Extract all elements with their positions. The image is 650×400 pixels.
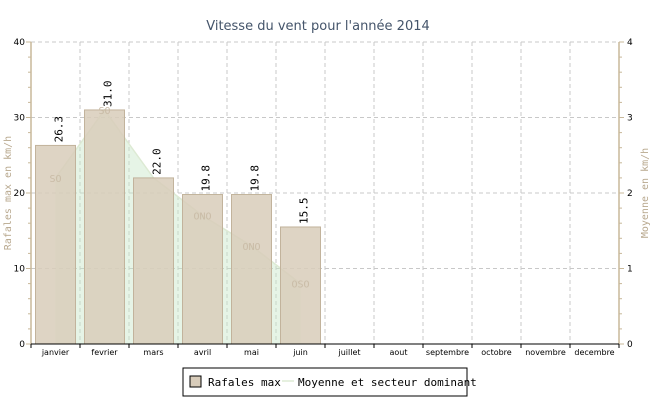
sector-label: SO [98,106,110,117]
sector-label: SO [49,174,61,185]
y-axis-right-label: Moyenne en km/h [640,148,650,238]
y-left-tick-label: 30 [14,114,26,124]
value-labels: 26.3 31.0 22.0 19.8 19.8 15.5 SO SO ONO ONO OSO [49,80,310,290]
x-tick-label: fevrier [91,348,118,357]
y-right-tick-label: 0 [627,340,633,350]
y-right-tick-label: 2 [627,189,633,199]
grid-lines [31,41,619,344]
x-tick-label: avril [194,348,211,357]
gust-bar [231,194,272,345]
x-tick-label: janvier [41,348,70,357]
legend-label-bars: Rafales max [208,376,281,389]
gust-bars [35,109,321,345]
y-left-tick-label: 40 [14,38,26,48]
x-tick-label: septembre [426,348,469,357]
bar-value-label: 31.0 [102,80,115,107]
x-tick-label: juillet [337,348,360,357]
gust-bar [133,177,174,345]
x-tick-label: juin [292,348,308,357]
gust-bar [84,109,125,345]
y-right-tick-label: 3 [627,114,633,124]
y-axis-left-label: Rafales max en km/h [3,136,14,250]
bar-value-label: 19.8 [249,165,262,192]
gust-bar [35,144,76,345]
y-right-tick-label: 1 [627,265,633,275]
sector-label: ONO [242,242,260,253]
axes: 0 10 20 30 40 0 1 2 3 4 janvier fevrier mars avril mai… [14,38,633,357]
bar-value-label: 19.8 [200,165,213,192]
legend: Rafales max Moyenne et secteur dominant [182,367,477,397]
x-tick-label: mai [244,348,259,357]
gust-bar [280,226,321,345]
legend-box [182,367,468,397]
x-tick-label: aout [389,348,407,357]
sector-label: OSO [291,280,309,291]
chart-title: Vitesse du vent pour l'année 2014 [206,19,430,34]
x-tick-label: octobre [481,348,512,357]
bar-value-label: 15.5 [298,197,311,224]
legend-swatch-bars [189,375,202,388]
y-left-tick-label: 0 [19,340,25,350]
legend-label-area: Moyenne et secteur dominant [298,376,477,389]
x-tick-label: novembre [525,348,566,357]
y-right-tick-label: 4 [627,38,633,48]
y-left-tick-label: 20 [14,189,26,199]
bar-value-label: 26.3 [53,116,66,143]
bar-value-label: 22.0 [151,148,164,175]
x-tick-label: decembre [574,348,614,357]
y-left-tick-label: 10 [14,265,26,275]
sector-label: ONO [193,212,211,223]
x-tick-label: mars [143,348,163,357]
gust-bar [182,194,223,345]
